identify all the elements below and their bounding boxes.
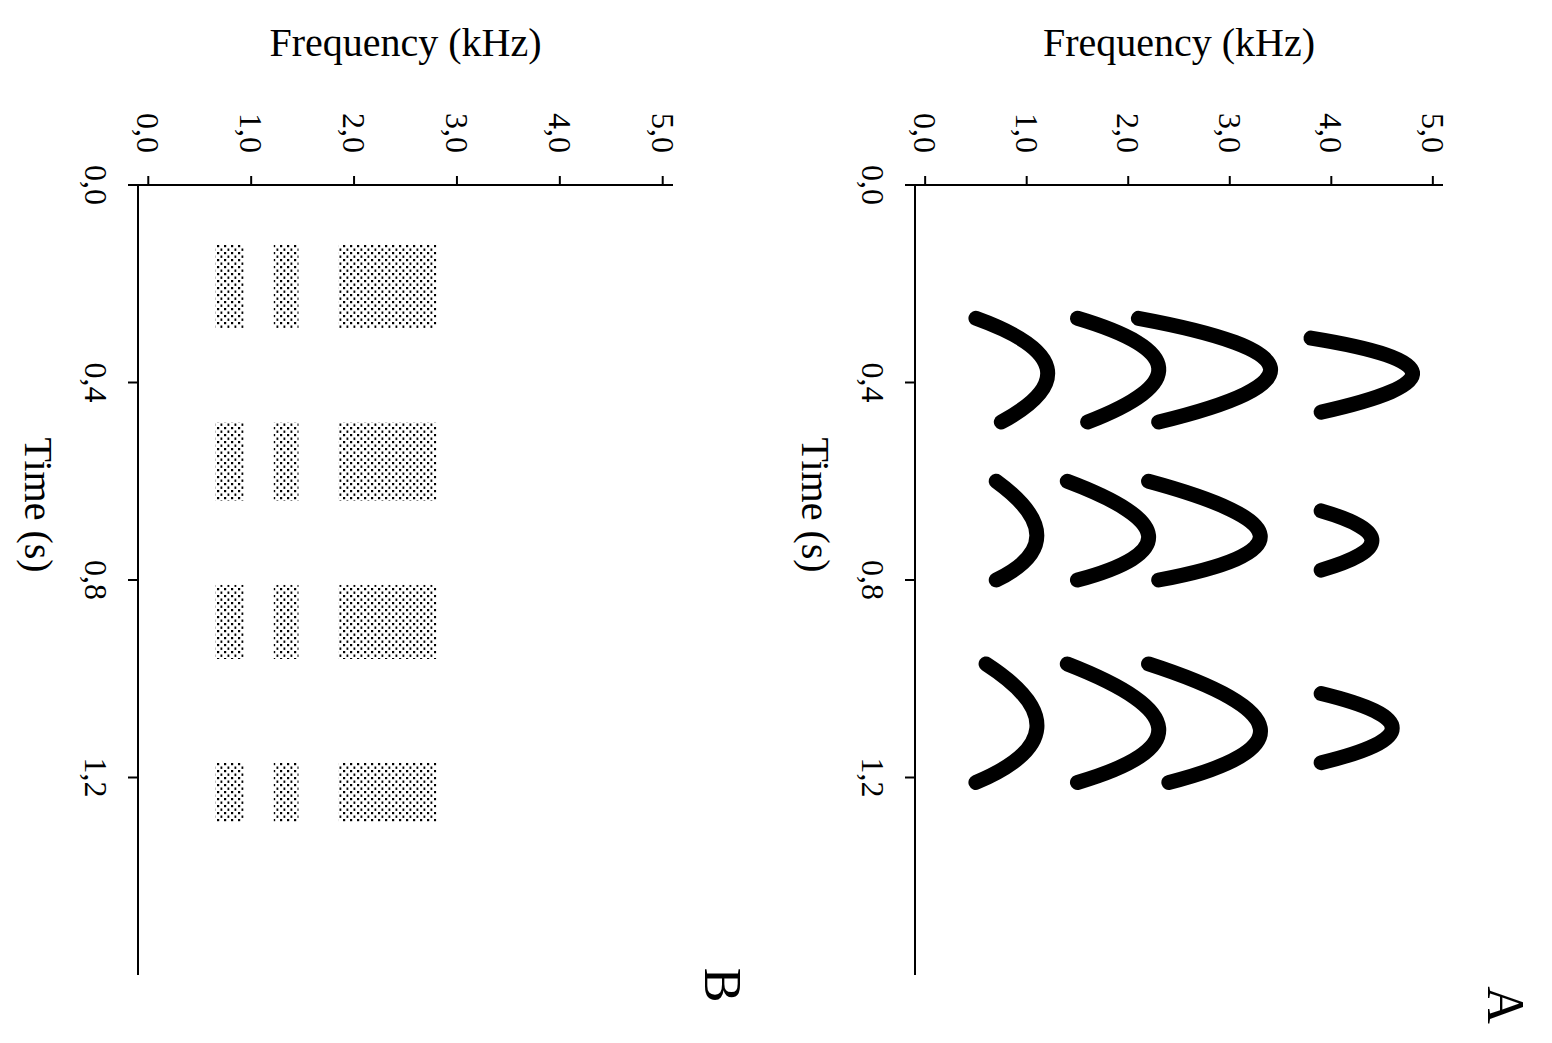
harmonic	[1321, 511, 1372, 570]
harmonic	[1138, 318, 1270, 422]
marks	[215, 244, 436, 822]
harmonic	[1311, 338, 1413, 412]
axis-title: Frequency (kHz)	[269, 20, 541, 65]
tick	[905, 777, 915, 779]
tick-label: 5,0	[645, 113, 681, 153]
harmonic	[1149, 664, 1261, 783]
noise-segment	[339, 422, 437, 501]
noise-segment	[339, 763, 437, 822]
harmonic	[1077, 318, 1158, 422]
tick	[128, 184, 138, 186]
noise-segment	[274, 763, 299, 822]
harmonic	[1067, 481, 1148, 580]
noise-segment	[274, 244, 299, 328]
tick-label: 1,2	[78, 758, 114, 798]
tick	[924, 176, 926, 185]
tick-label: 4,0	[1313, 113, 1349, 153]
tick-label: 1,2	[855, 758, 891, 798]
tick-label: 0,4	[78, 363, 114, 403]
noise-segment	[274, 585, 299, 659]
tick-label: 0,0	[907, 113, 943, 153]
tick-label: 3,0	[439, 113, 475, 153]
harmonic	[1149, 481, 1261, 580]
tick	[1127, 176, 1129, 185]
harmonic	[976, 664, 1037, 783]
tick	[905, 184, 915, 186]
tick	[905, 579, 915, 581]
tick	[662, 176, 664, 185]
frequency-axis	[138, 184, 673, 186]
tick	[128, 579, 138, 581]
tick-label: 0,4	[855, 363, 891, 403]
tick-label: 1,0	[1009, 113, 1045, 153]
harmonic	[976, 318, 1048, 422]
tick-label: 0,0	[855, 165, 891, 205]
tick	[147, 176, 149, 185]
harmonic	[996, 481, 1037, 580]
tick	[128, 382, 138, 384]
tick	[128, 777, 138, 779]
tick-label: 2,0	[336, 113, 372, 153]
tick-label: 0,8	[855, 560, 891, 600]
panel-letter: B	[694, 968, 751, 1003]
tick	[559, 176, 561, 185]
tick	[1229, 176, 1231, 185]
tick	[1330, 176, 1332, 185]
tick-label: 5,0	[1415, 113, 1451, 153]
tick	[353, 176, 355, 185]
tick	[1026, 176, 1028, 185]
tick-label: 3,0	[1212, 113, 1248, 153]
noise-segment	[339, 244, 437, 328]
noise-segment	[215, 244, 244, 328]
tick-label: 1,0	[233, 113, 269, 153]
tick-label: 2,0	[1110, 113, 1146, 153]
tick	[1432, 176, 1434, 185]
noise-segment	[339, 585, 437, 659]
panel: 0,0 1,0 2,0 3,0 4,0 5,0 0,0 0,4 0,8 1,2 Frequency …	[793, 20, 1534, 1025]
axis-title: Frequency (kHz)	[1043, 20, 1315, 65]
harmonic	[1067, 664, 1158, 783]
panel-letter: A	[1477, 986, 1534, 1024]
marks	[976, 318, 1413, 782]
tick	[905, 382, 915, 384]
harmonic	[1321, 694, 1392, 763]
tick	[250, 176, 252, 185]
tick-label: 0,8	[78, 560, 114, 600]
noise-segment	[274, 422, 299, 501]
noise-segment	[215, 585, 244, 659]
frequency-axis	[915, 184, 1443, 186]
tick	[456, 176, 458, 185]
axis-title: Time (s)	[16, 437, 61, 572]
noise-segment	[215, 763, 244, 822]
tick-label: 4,0	[542, 113, 578, 153]
tick-label: 0,0	[78, 165, 114, 205]
panel: 0,0 1,0 2,0 3,0 4,0 5,0 0,0 0,4 0,8 1,2 Frequency …	[16, 20, 751, 1003]
axis-title: Time (s)	[793, 437, 838, 572]
tick-label: 0,0	[130, 113, 166, 153]
figure: 0,0 1,0 2,0 3,0 4,0 5,0 0,0 0,4 0,8 1,2 Frequency …	[0, 0, 1552, 1043]
noise-segment	[215, 422, 244, 501]
